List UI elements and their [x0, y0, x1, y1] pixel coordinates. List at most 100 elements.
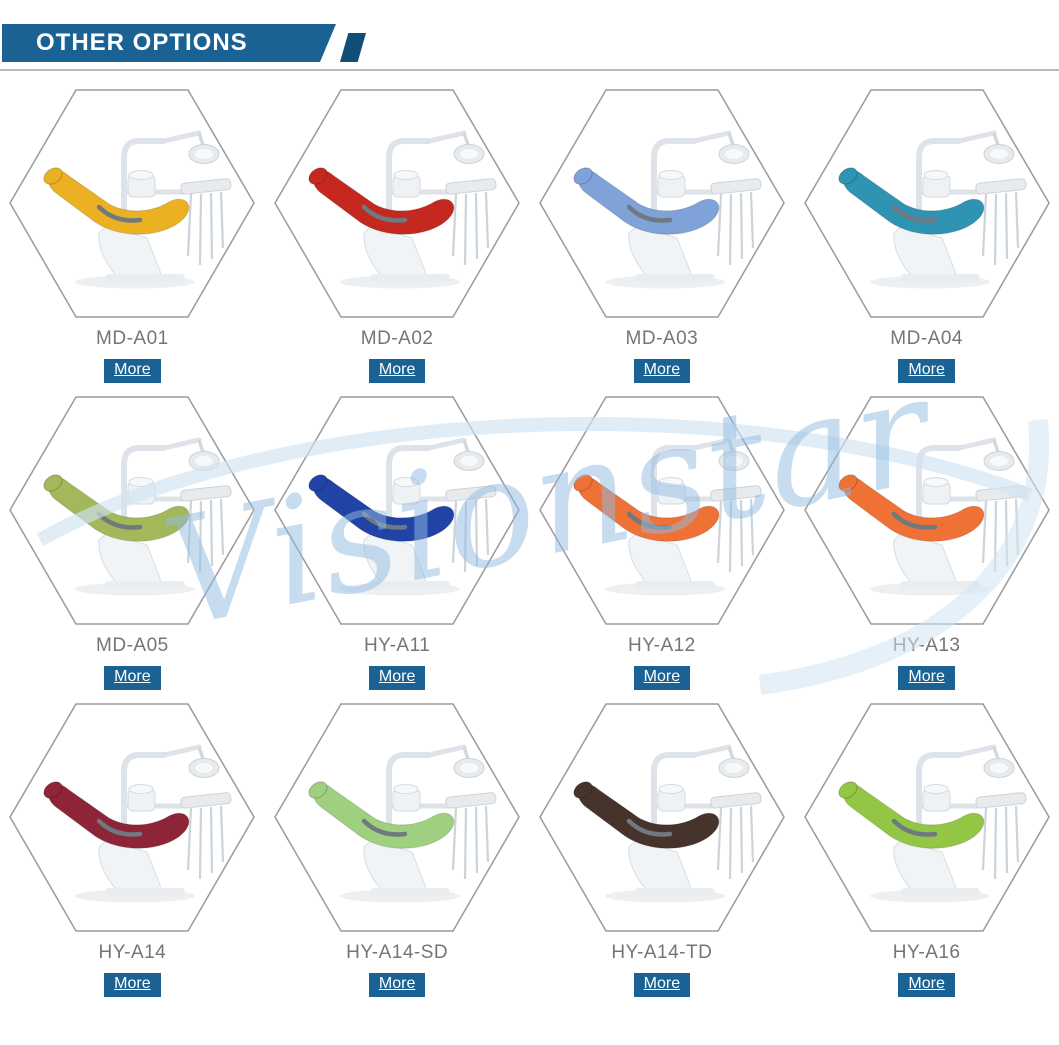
chair-base: [893, 839, 980, 896]
cuspidor: [922, 170, 951, 198]
chair-upholstery: [838, 781, 984, 849]
banner-fold-accent: [340, 33, 366, 62]
cuspidor: [657, 477, 686, 505]
hexagon-frame: [9, 703, 256, 932]
product-card: MD-A03 More: [530, 86, 795, 383]
cuspidor: [127, 170, 156, 198]
product-grid: MD-A01 More: [0, 86, 1059, 997]
dental-chair-illustration: [308, 130, 497, 289]
handpiece-hoses: [452, 191, 490, 266]
product-model-label: HY-A11: [363, 635, 431, 656]
chair-base: [363, 532, 451, 589]
more-button[interactable]: More: [633, 666, 691, 690]
product-model-label: HY-A14-TD: [611, 942, 713, 963]
product-image[interactable]: [802, 393, 1052, 628]
cuspidor: [127, 784, 156, 812]
product-image[interactable]: [272, 86, 522, 321]
product-card: HY-A16 More: [794, 700, 1059, 997]
product-image[interactable]: [537, 393, 787, 628]
product-model-label: HY-A13: [892, 635, 961, 656]
product-card: HY-A12 More: [530, 393, 795, 690]
chair-base: [98, 225, 186, 282]
more-button[interactable]: More: [898, 359, 955, 383]
armrest: [361, 818, 408, 837]
operating-lamp: [121, 130, 220, 239]
more-button[interactable]: More: [898, 666, 955, 690]
section-banner: OTHER OPTIONS: [2, 24, 336, 62]
product-model-label: MD-A05: [96, 635, 169, 656]
product-model-label: MD-A01: [96, 328, 169, 349]
product-card: HY-A14-SD More: [265, 700, 530, 997]
chair-base: [628, 532, 715, 589]
dental-chair-illustration: [838, 130, 1027, 289]
armrest: [97, 204, 143, 223]
product-image[interactable]: [537, 700, 787, 935]
product-model-label: MD-A04: [890, 328, 963, 349]
chair-base: [363, 839, 451, 896]
chair-upholstery: [308, 167, 455, 235]
product-image[interactable]: [537, 86, 787, 321]
cuspidor: [657, 170, 686, 198]
more-button[interactable]: More: [368, 359, 426, 383]
more-button[interactable]: More: [898, 973, 955, 997]
armrest: [626, 204, 673, 223]
operating-lamp: [386, 130, 485, 239]
product-image[interactable]: [272, 393, 522, 628]
product-image[interactable]: [7, 393, 257, 628]
hexagon-frame: [9, 89, 256, 318]
product-image[interactable]: [272, 700, 522, 935]
handpiece-hoses: [981, 191, 1019, 266]
chair-base: [628, 839, 715, 896]
dental-chair-illustration: [43, 130, 232, 289]
cuspidor: [392, 170, 421, 198]
product-image[interactable]: [7, 700, 257, 935]
dental-chair-illustration: [573, 130, 762, 289]
product-card: HY-A14-TD More: [530, 700, 795, 997]
operating-lamp: [121, 744, 220, 853]
product-card: MD-A01 More: [0, 86, 265, 383]
product-model-label: HY-A14-SD: [346, 942, 449, 963]
chair-upholstery: [573, 781, 720, 849]
product-model-label: MD-A02: [360, 328, 434, 349]
operating-lamp: [386, 744, 485, 853]
cuspidor: [922, 784, 951, 812]
product-card: MD-A02 More: [265, 86, 530, 383]
section-title: OTHER OPTIONS: [36, 29, 248, 56]
handpiece-hoses: [716, 805, 754, 880]
delivery-unit: [392, 178, 497, 266]
more-button[interactable]: More: [633, 359, 691, 383]
more-button[interactable]: More: [104, 359, 161, 383]
handpiece-hoses: [452, 805, 490, 880]
more-button[interactable]: More: [368, 973, 426, 997]
armrest: [361, 204, 408, 223]
header-divider: [0, 69, 1059, 71]
hexagon-frame: [803, 703, 1050, 932]
product-image[interactable]: [7, 86, 257, 321]
handpiece-hoses: [187, 191, 225, 266]
product-card: MD-A04 More: [794, 86, 1059, 383]
armrest: [97, 818, 143, 837]
operating-lamp: [650, 130, 750, 239]
more-button[interactable]: More: [104, 973, 161, 997]
more-button[interactable]: More: [368, 666, 426, 690]
cuspidor: [392, 477, 421, 505]
product-model-label: MD-A03: [625, 328, 699, 349]
more-button[interactable]: More: [633, 973, 691, 997]
cuspidor: [127, 477, 156, 505]
dental-chair-illustration: [838, 744, 1027, 903]
product-card: MD-A05 More: [0, 393, 265, 690]
product-model-label: HY-A12: [627, 635, 696, 656]
product-image[interactable]: [802, 86, 1052, 321]
chair-base: [628, 225, 715, 282]
more-button[interactable]: More: [104, 666, 161, 690]
product-image[interactable]: [802, 700, 1052, 935]
product-model-label: HY-A14: [98, 942, 167, 963]
hexagon-frame: [274, 703, 520, 932]
handpiece-hoses: [187, 805, 225, 880]
armrest: [891, 818, 937, 837]
cuspidor: [392, 784, 421, 812]
delivery-unit: [656, 792, 762, 880]
cuspidor: [922, 477, 951, 505]
chair-upholstery: [573, 167, 720, 235]
chair-upholstery: [43, 167, 190, 235]
